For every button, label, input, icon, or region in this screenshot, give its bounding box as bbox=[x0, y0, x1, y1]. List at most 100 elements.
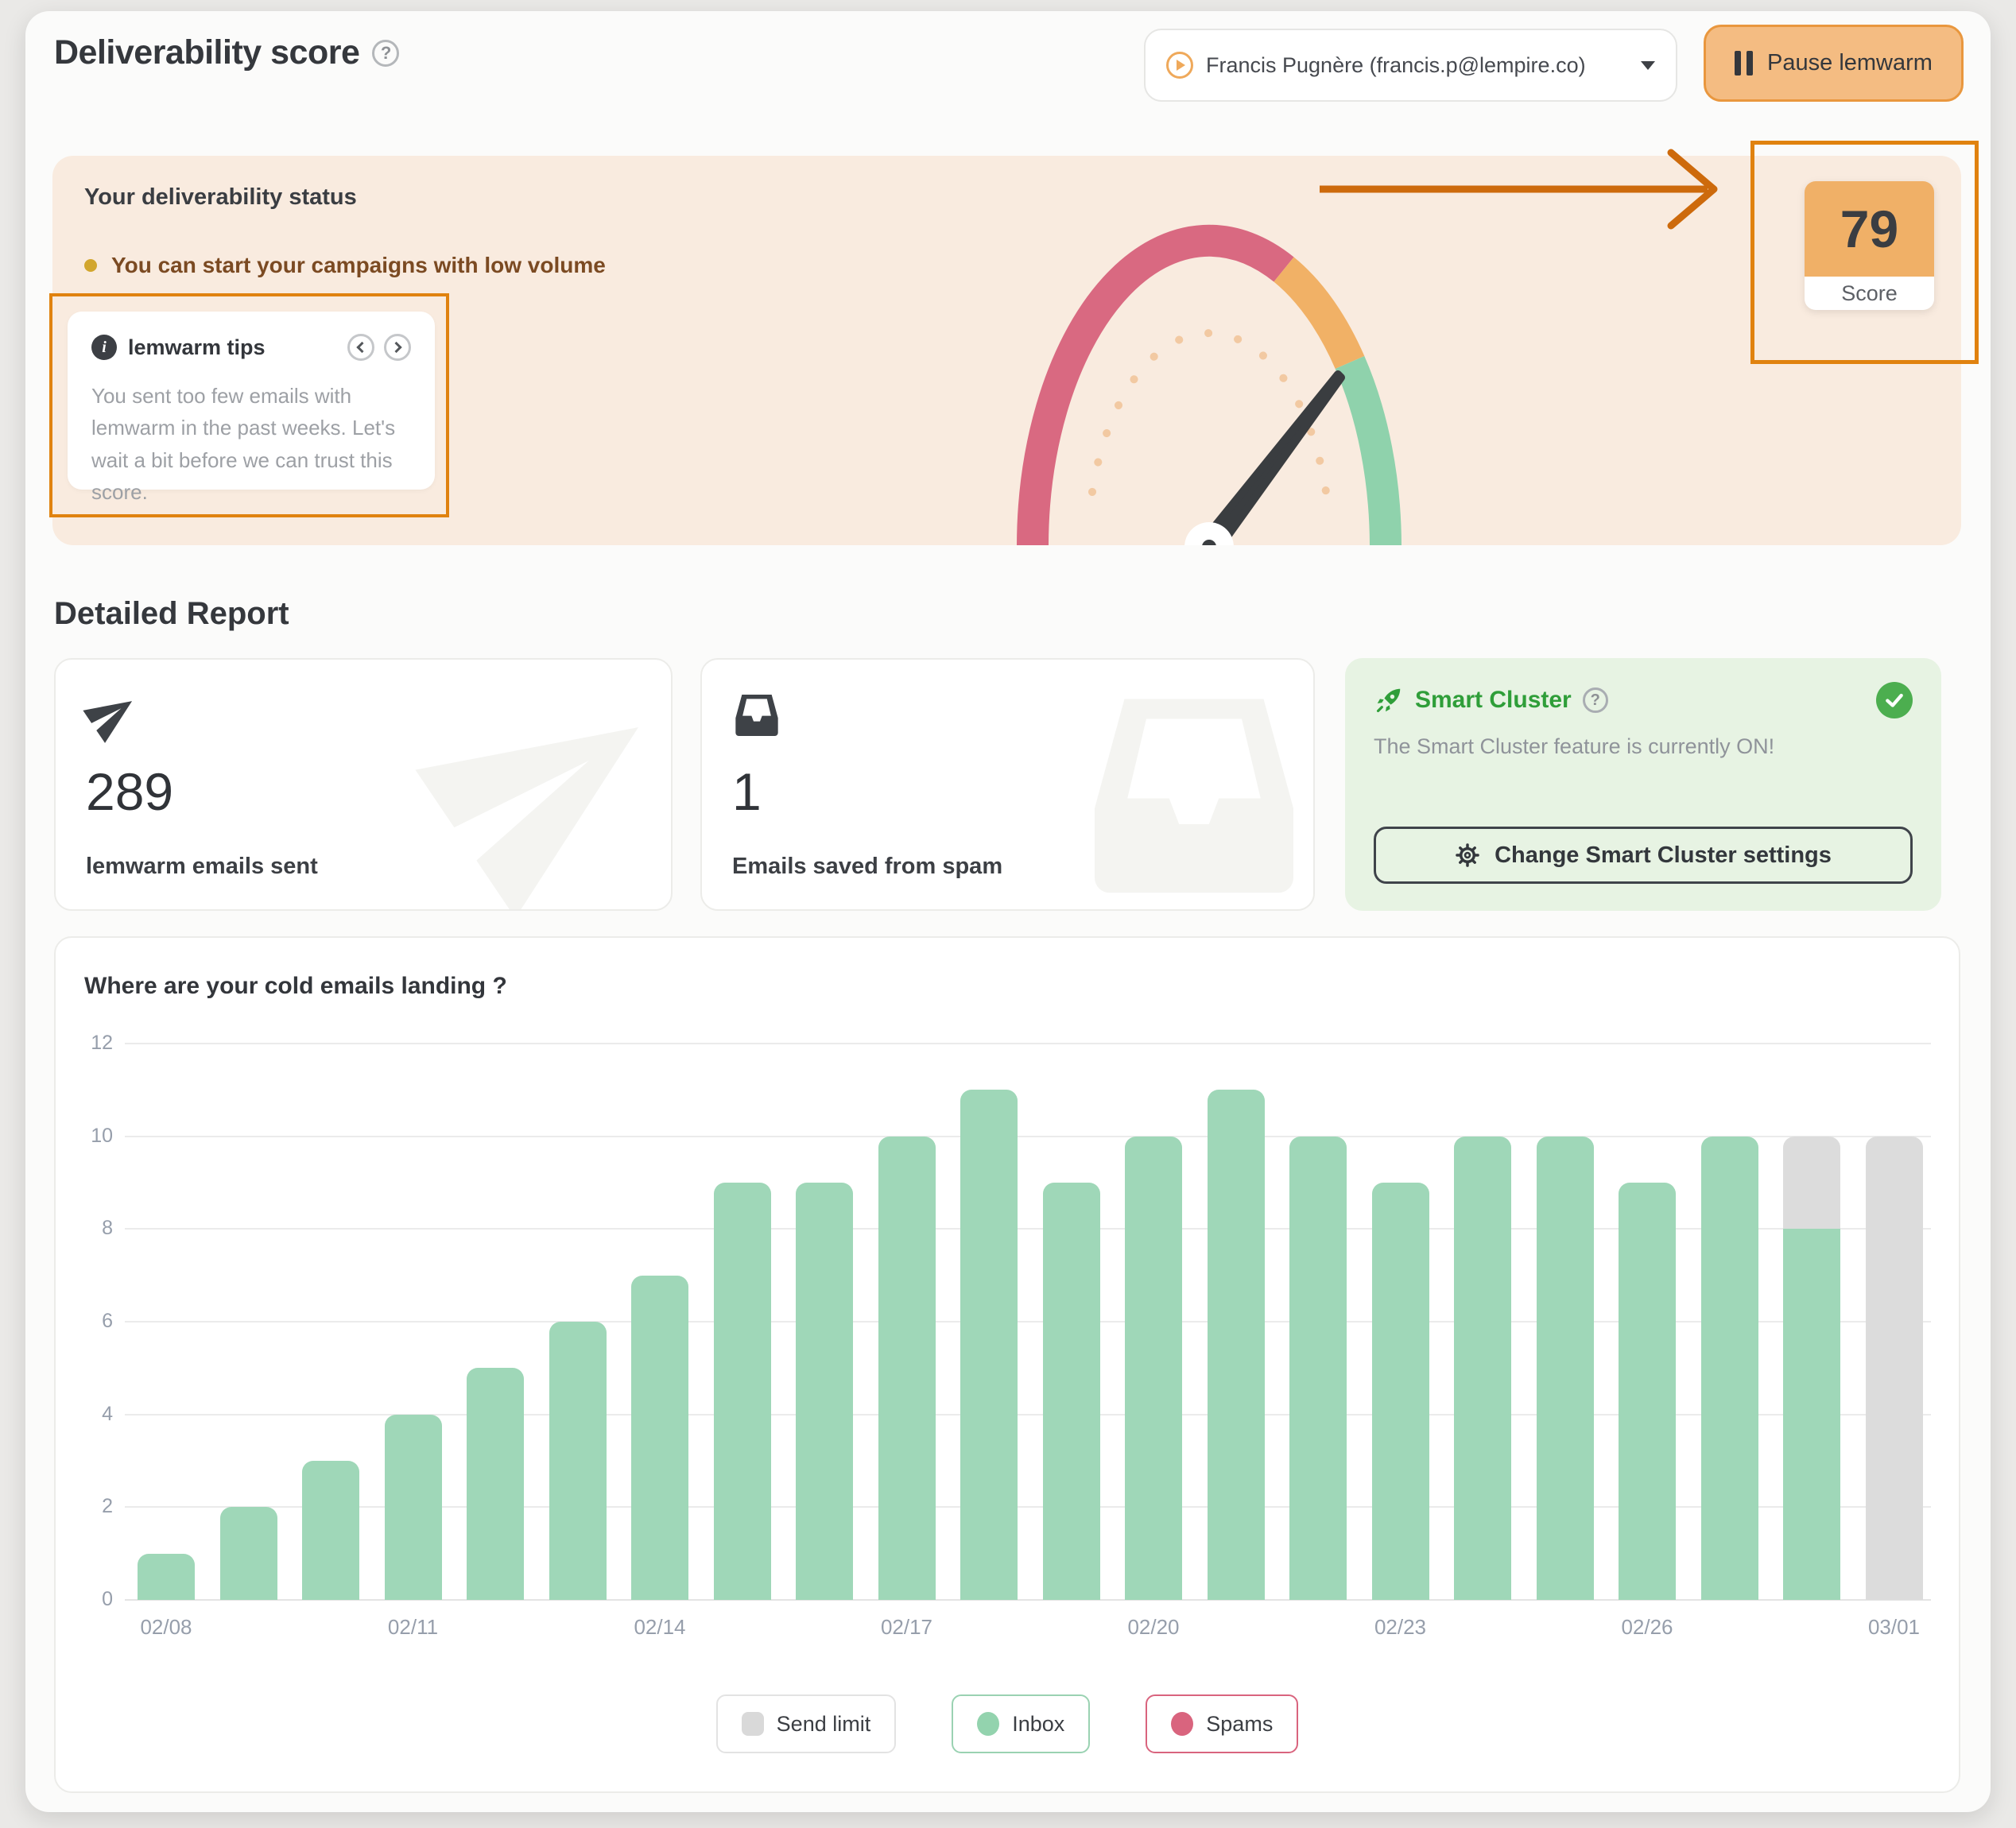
tips-next-button[interactable] bbox=[384, 334, 411, 361]
chart-plot: 0 2 4 6 8 10 12 02/08 02/11 02/14 02/17 02/20 02/23 0… bbox=[56, 938, 1959, 1791]
y-axis-tick: 0 bbox=[102, 1588, 113, 1610]
pause-label: Pause lemwarm bbox=[1767, 50, 1933, 76]
legend-swatch-icon bbox=[1171, 1712, 1194, 1736]
chart-bar-inbox-02/16 bbox=[796, 1183, 853, 1600]
paper-plane-watermark bbox=[415, 727, 638, 909]
chart-bar-inbox-02/17 bbox=[878, 1136, 936, 1600]
info-icon: i bbox=[91, 335, 117, 360]
score-label: Score bbox=[1805, 277, 1934, 310]
score-gauge bbox=[1017, 224, 1402, 545]
gear-icon bbox=[1456, 843, 1479, 867]
y-axis-tick: 2 bbox=[102, 1495, 113, 1518]
chart-bar-inbox-02/15 bbox=[713, 1183, 771, 1600]
legend-button-spams[interactable]: Spams bbox=[1146, 1694, 1299, 1753]
chart-bar-inbox-02/26 bbox=[1619, 1183, 1676, 1600]
score-tile: 79 Score bbox=[1805, 181, 1934, 310]
smart-cluster-help-icon[interactable]: ? bbox=[1582, 687, 1608, 713]
tips-body: You sent too few emails with lemwarm in … bbox=[91, 384, 396, 504]
smart-cluster-button-label: Change Smart Cluster settings bbox=[1495, 842, 1832, 868]
x-axis-tick: 02/14 bbox=[634, 1615, 686, 1639]
inbox-tray-icon bbox=[735, 695, 778, 736]
inbox-watermark bbox=[1095, 699, 1293, 893]
legend-swatch-icon bbox=[741, 1712, 764, 1736]
gridline-y0 bbox=[125, 1599, 1931, 1601]
saved-from-spam-value: 1 bbox=[732, 762, 762, 821]
y-axis-tick: 4 bbox=[102, 1402, 113, 1425]
status-dot-icon bbox=[84, 259, 97, 272]
rocket-icon bbox=[1376, 688, 1401, 713]
chart-title: Where are your cold emails landing ? bbox=[84, 973, 507, 999]
legend-label: Inbox bbox=[1012, 1711, 1065, 1736]
saved-from-spam-card: 1 Emails saved from spam bbox=[700, 658, 1315, 911]
change-smart-cluster-settings-button[interactable]: Change Smart Cluster settings bbox=[1374, 827, 1913, 884]
chart-bar-inbox-02/23 bbox=[1371, 1183, 1429, 1600]
chart-bar-inbox-02/25 bbox=[1536, 1136, 1594, 1600]
y-axis-tick: 12 bbox=[91, 1032, 113, 1055]
banner-title: Your deliverability status bbox=[84, 184, 357, 210]
gauge-needle bbox=[1194, 370, 1345, 545]
account-label: Francis Pugnère (francis.p@lempire.co) bbox=[1206, 52, 1586, 77]
emails-sent-card: 289 lemwarm emails sent bbox=[54, 658, 673, 911]
cold-emails-chart-card: Where are your cold emails landing ? 0 2 4… bbox=[54, 936, 1960, 1793]
smart-cluster-title: Smart Cluster bbox=[1415, 687, 1572, 713]
legend-button-send-limit[interactable]: Send limit bbox=[715, 1694, 897, 1753]
x-axis-tick: 02/26 bbox=[1621, 1615, 1673, 1639]
gridline-y8 bbox=[125, 1228, 1931, 1230]
chart-bar-inbox-02/28 bbox=[1783, 1229, 1840, 1600]
detailed-report-title: Detailed Report bbox=[54, 596, 289, 631]
legend-swatch-icon bbox=[977, 1712, 1000, 1736]
x-axis-tick: 02/11 bbox=[387, 1615, 439, 1639]
gridline-y6 bbox=[125, 1321, 1931, 1323]
emails-sent-value: 289 bbox=[86, 762, 174, 821]
x-axis-tick: 02/20 bbox=[1127, 1615, 1180, 1639]
smart-cluster-status: The Smart Cluster feature is currently O… bbox=[1374, 734, 1775, 758]
chart-bar-inbox-02/19 bbox=[1042, 1183, 1100, 1600]
gridline-y12 bbox=[125, 1043, 1931, 1045]
x-axis-tick: 02/08 bbox=[140, 1615, 192, 1639]
paper-plane-icon bbox=[83, 701, 133, 743]
y-axis-tick: 6 bbox=[102, 1310, 113, 1333]
chart-bar-inbox-02/08 bbox=[138, 1553, 195, 1600]
x-axis-tick: 03/01 bbox=[1867, 1615, 1921, 1639]
gridline-y10 bbox=[125, 1135, 1931, 1137]
main-window: Deliverability score ? Francis Pugnère (… bbox=[25, 11, 1991, 1812]
legend-label: Spams bbox=[1206, 1711, 1274, 1736]
score-value: 79 bbox=[1805, 181, 1934, 277]
chart-bar-inbox-02/11 bbox=[384, 1414, 442, 1600]
tips-prev-button[interactable] bbox=[347, 334, 374, 361]
status-text: You can start your campaigns with low vo… bbox=[111, 253, 606, 277]
page-title-text: Deliverability score bbox=[54, 33, 360, 72]
page-title: Deliverability score ? bbox=[54, 33, 400, 72]
status-row: You can start your campaigns with low vo… bbox=[84, 253, 606, 278]
emails-sent-label: lemwarm emails sent bbox=[86, 854, 318, 879]
gridline-y2 bbox=[125, 1506, 1931, 1508]
pause-icon bbox=[1735, 51, 1754, 76]
y-axis-tick: 10 bbox=[91, 1124, 113, 1147]
chart-bar-send-limit-02/28 bbox=[1783, 1136, 1840, 1230]
chart-bar-inbox-02/09 bbox=[219, 1507, 277, 1600]
chart-bar-inbox-02/27 bbox=[1700, 1136, 1758, 1600]
x-axis-tick: 02/17 bbox=[880, 1615, 933, 1639]
legend-button-inbox[interactable]: Inbox bbox=[952, 1694, 1091, 1753]
chevron-down-icon bbox=[1641, 60, 1655, 70]
chart-bar-inbox-02/14 bbox=[631, 1275, 688, 1600]
x-axis-tick: 02/23 bbox=[1374, 1615, 1427, 1639]
check-circle-icon bbox=[1876, 682, 1913, 718]
smart-cluster-card: Smart Cluster ? The Smart Cluster featur… bbox=[1345, 658, 1941, 911]
chart-bar-send-limit-03/01 bbox=[1865, 1136, 1923, 1600]
gridline-y4 bbox=[125, 1413, 1931, 1416]
chart-bar-inbox-02/22 bbox=[1289, 1136, 1347, 1600]
chart-bar-inbox-02/24 bbox=[1454, 1136, 1511, 1600]
saved-from-spam-label: Emails saved from spam bbox=[732, 854, 1003, 879]
help-icon[interactable]: ? bbox=[372, 39, 400, 67]
chart-bar-inbox-02/21 bbox=[1207, 1090, 1265, 1600]
chart-bar-inbox-02/10 bbox=[302, 1461, 359, 1600]
account-selector[interactable]: Francis Pugnère (francis.p@lempire.co) bbox=[1144, 29, 1677, 102]
chart-bar-inbox-02/20 bbox=[1125, 1136, 1182, 1600]
tips-title: lemwarm tips bbox=[128, 335, 266, 359]
pause-lemwarm-button[interactable]: Pause lemwarm bbox=[1704, 25, 1964, 102]
y-axis-tick: 8 bbox=[102, 1217, 113, 1240]
lemwarm-tips-card: i lemwarm tips You sent too few emails w… bbox=[68, 312, 435, 504]
chart-bar-inbox-02/13 bbox=[549, 1322, 607, 1600]
chart-legend: Send limit Inbox Spams bbox=[56, 1694, 1959, 1753]
